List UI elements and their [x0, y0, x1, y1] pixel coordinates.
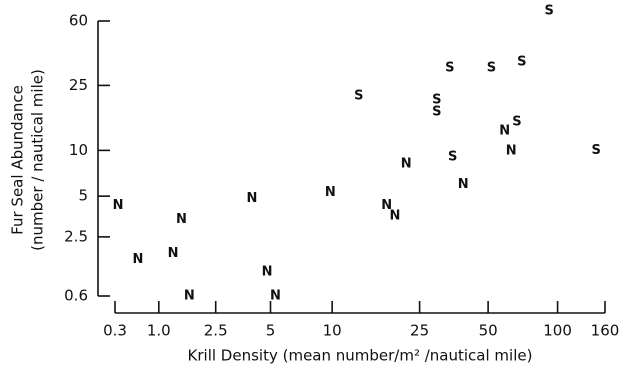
point: N: [401, 156, 412, 171]
point: S: [591, 143, 600, 158]
point: S: [545, 4, 554, 19]
point: S: [448, 149, 457, 164]
point: N: [113, 198, 124, 213]
point: S: [432, 104, 441, 119]
x-tick-label: 10: [323, 322, 342, 340]
point: S: [487, 61, 496, 76]
x-tick-label: 1.0: [147, 322, 171, 340]
y-tick-label: 10: [69, 141, 88, 159]
x-tick-label: 50: [479, 322, 498, 340]
point: N: [499, 124, 510, 139]
point: N: [176, 212, 187, 227]
point: N: [458, 177, 469, 192]
y-axis-title: (number / nautical mile): [29, 69, 47, 251]
x-tick-label: 100: [543, 322, 572, 340]
point: N: [168, 246, 179, 261]
point: S: [354, 88, 363, 103]
point: N: [247, 191, 258, 206]
y-tick-label: 5: [78, 187, 88, 205]
point: N: [184, 289, 195, 304]
x-tick-label: 2.5: [204, 322, 228, 340]
x-axis-title: Krill Density (mean number/m² /nautical …: [188, 347, 533, 365]
point: N: [270, 289, 281, 304]
point: N: [133, 252, 144, 267]
x-tick-label: 0.3: [103, 322, 127, 340]
point: N: [325, 185, 336, 200]
y-axis-title: Fur Seal Abundance: [9, 85, 27, 235]
point: S: [445, 61, 454, 76]
point: N: [381, 198, 392, 213]
y-tick-label: 25: [69, 76, 88, 94]
y-tick-label: 60: [69, 12, 88, 30]
point: S: [432, 93, 441, 108]
point: N: [506, 144, 517, 159]
x-tick-label: 160: [591, 322, 620, 340]
y-tick-label: 2.5: [64, 227, 88, 245]
point: N: [389, 209, 400, 224]
x-tick-label: 25: [410, 322, 429, 340]
x-tick-label: 5: [266, 322, 276, 340]
point: S: [512, 115, 521, 130]
point: S: [517, 55, 526, 70]
point: N: [262, 264, 273, 279]
y-tick-label: 0.6: [64, 287, 88, 305]
